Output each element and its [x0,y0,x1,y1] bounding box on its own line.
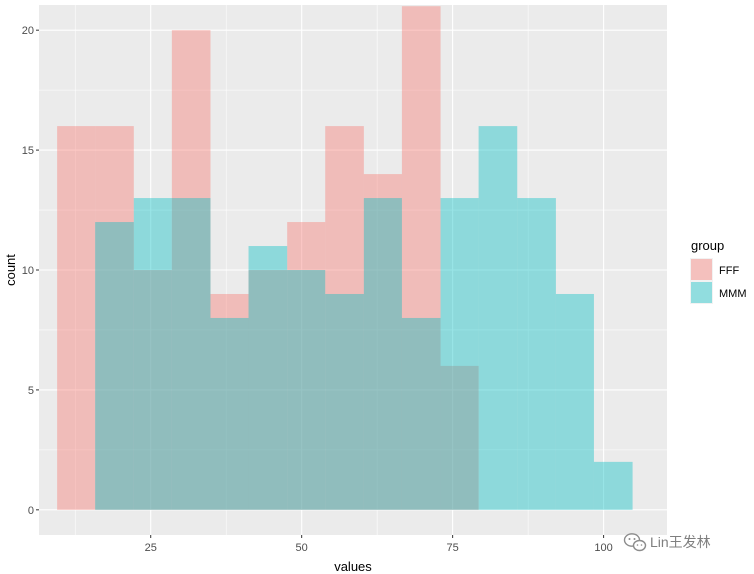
legend-key-background [690,281,713,304]
wechat-logo-icon [623,533,647,552]
bar-mmm [248,246,288,510]
series-mmm [95,126,633,510]
y-tick-label: 0 [28,505,34,517]
x-tick-label: 25 [145,542,157,554]
y-tick-label: 20 [22,25,34,37]
bar-fff [133,270,172,510]
bar-fff [440,365,479,510]
legend-label: FFF [719,265,739,277]
legend-item-fff: FFF [690,258,739,281]
bar-mmm [478,126,518,510]
major-gridlines [39,5,667,535]
watermark-text: Lin王发林 [650,534,711,550]
bar-fff [363,174,402,510]
bar-mmm [325,293,364,510]
bar-fff [95,126,134,510]
y-tick-label: 15 [22,145,34,157]
legend-swatch [691,282,712,303]
x-axis-ticks: 25 50 75 100 [145,535,613,554]
bar-mmm [363,198,402,510]
x-axis-title: values [334,559,372,574]
legend-swatch [691,259,712,280]
bar-fff [171,30,211,510]
y-axis-ticks: 0 5 10 15 20 [22,25,39,517]
legend-item-mmm: MMM [690,281,747,304]
bar-fff [57,126,96,510]
legend-key-background [690,258,713,281]
bar-mmm [133,198,172,510]
bar-mmm [517,198,556,510]
series-fff [57,6,479,510]
bar-fff [401,6,441,510]
bar-mmm [401,317,441,510]
y-tick-label: 5 [28,385,34,397]
bar-fff [248,270,288,510]
bar-fff [287,222,326,510]
bar-fff [210,293,249,510]
bar-mmm [593,461,633,510]
x-tick-label: 50 [296,542,308,554]
watermark: Lin王发林 [623,533,711,552]
y-axis-title: count [3,254,18,286]
bar-mmm [210,317,249,510]
legend-title: group [691,238,724,253]
bar-mmm [287,270,326,510]
bar-mmm [440,198,479,510]
legend-label: MMM [719,288,747,300]
y-tick-label: 10 [22,265,34,277]
legend: group FFF MMM [690,238,747,304]
histogram-bars [57,6,633,510]
x-tick-label: 75 [447,542,459,554]
bar-mmm [95,222,134,510]
bar-mmm [555,293,594,510]
x-tick-label: 100 [594,542,612,554]
bar-fff [325,126,364,510]
bar-mmm [171,198,211,510]
